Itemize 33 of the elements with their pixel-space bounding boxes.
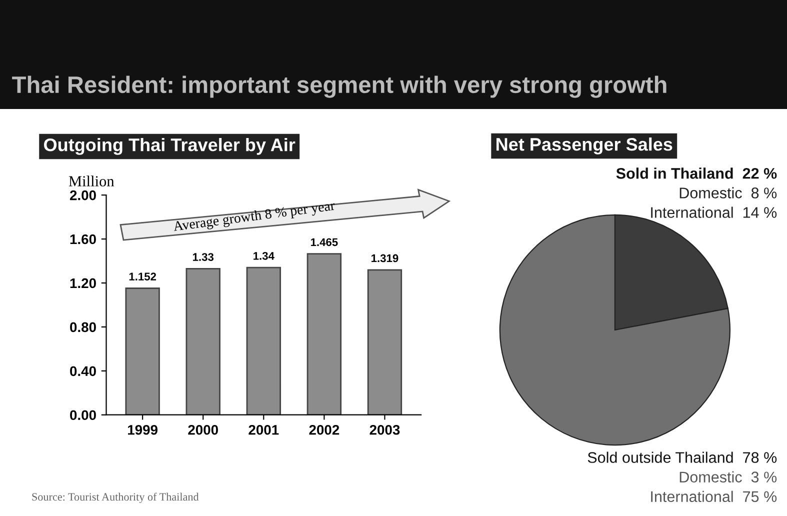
- slice-label: Sold outside Thailand 78 %: [588, 452, 777, 463]
- text: Domestic 8 %: [680, 187, 777, 198]
- annotation: Average growth 8 % per year: [172, 200, 336, 234]
- text: Domestic 3 %: [680, 471, 777, 482]
- data-label: 1.465: [310, 238, 338, 246]
- chart-title: Net Passenger Sales: [496, 138, 672, 154]
- bar: [186, 268, 220, 415]
- x-tick-label: 2001: [248, 424, 279, 435]
- source-note: Source: Tourist Authority of Thailand: [32, 492, 199, 503]
- text: International 75 %: [651, 490, 777, 502]
- chart-title: Outgoing Thai Traveler by Air: [44, 138, 296, 155]
- slice-label: Sold in Thailand 22 %: [616, 168, 777, 179]
- y-tick-label: 0.80: [70, 322, 96, 332]
- bar: [367, 269, 402, 415]
- data-label: 1.34: [254, 252, 274, 260]
- text: International 14 %: [651, 206, 777, 218]
- text: Thai Resident: important segment with very strong growth: [12, 76, 666, 98]
- y-axis-title: Million: [68, 176, 114, 186]
- x-tick-label: 2002: [309, 424, 340, 435]
- bar: [306, 253, 342, 415]
- x-tick-label: 2000: [188, 424, 218, 435]
- y-tick-label: 1.60: [70, 234, 96, 244]
- x-tick-label: 2003: [370, 424, 400, 435]
- x-tick-label: 1999: [128, 424, 158, 435]
- data-label: 1.33: [192, 253, 214, 261]
- y-tick-label: 0.00: [70, 410, 96, 420]
- data-label: 1.319: [372, 254, 398, 262]
- y-tick-label: 2.00: [70, 190, 96, 200]
- bar: [246, 266, 281, 415]
- y-tick-label: 1.20: [70, 278, 96, 288]
- bar: [125, 288, 160, 415]
- data-label: 1.152: [129, 272, 156, 280]
- y-tick-label: 0.40: [70, 366, 96, 376]
